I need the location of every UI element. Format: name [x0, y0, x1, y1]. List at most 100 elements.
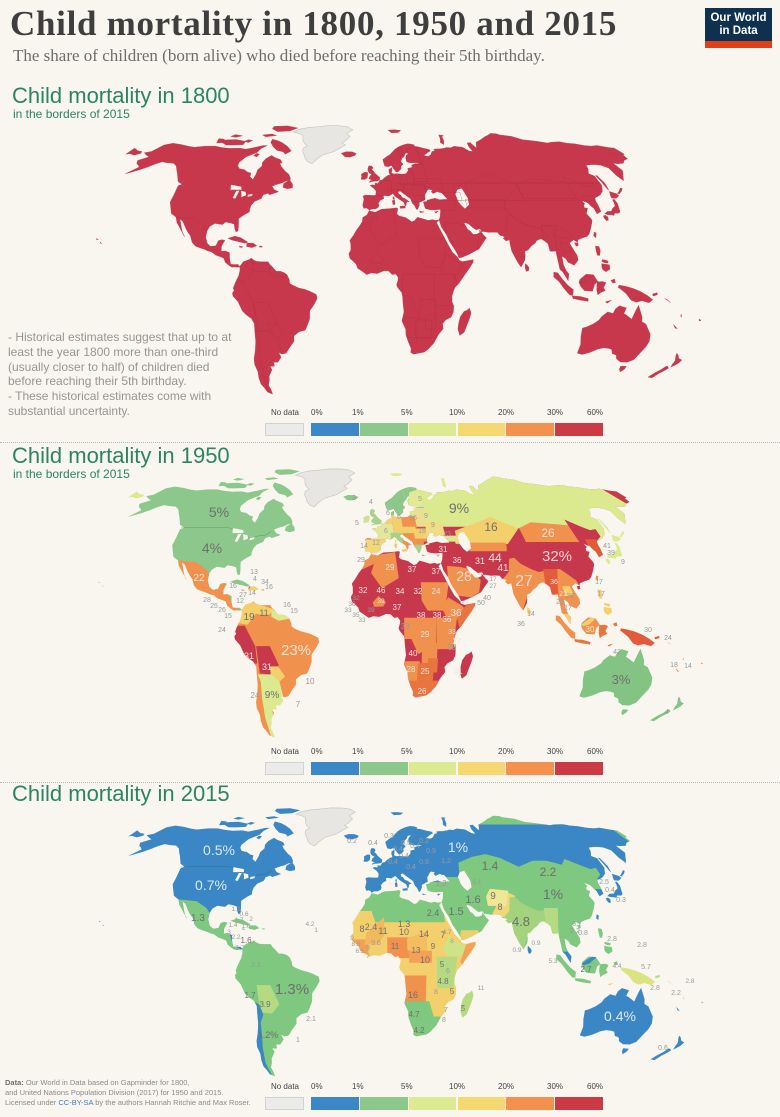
svg-text:4.2: 4.2 [305, 921, 314, 928]
svg-text:34: 34 [396, 587, 405, 596]
svg-text:26: 26 [418, 687, 427, 696]
svg-text:29: 29 [357, 557, 365, 564]
svg-text:3: 3 [227, 929, 231, 936]
svg-text:39: 39 [448, 643, 457, 652]
svg-text:8: 8 [442, 1017, 446, 1024]
svg-text:26: 26 [218, 607, 226, 614]
svg-text:1.3: 1.3 [435, 879, 447, 888]
svg-text:33: 33 [358, 617, 366, 624]
svg-text:10: 10 [420, 955, 430, 965]
svg-text:27: 27 [453, 637, 462, 646]
svg-text:16: 16 [265, 584, 273, 591]
svg-text:0.5: 0.5 [401, 840, 411, 847]
svg-text:17: 17 [597, 591, 605, 598]
svg-text:14: 14 [527, 611, 535, 618]
svg-text:1.6: 1.6 [240, 936, 252, 945]
svg-text:2.2: 2.2 [570, 928, 580, 935]
svg-text:28: 28 [203, 597, 211, 604]
svg-text:18: 18 [670, 662, 678, 669]
svg-text:24: 24 [218, 627, 226, 634]
svg-text:32: 32 [352, 595, 360, 602]
svg-text:32: 32 [359, 586, 368, 595]
svg-text:3.9: 3.9 [259, 1000, 271, 1009]
svg-text:36: 36 [517, 621, 525, 628]
svg-text:31: 31 [262, 662, 272, 672]
svg-text:9: 9 [424, 513, 428, 520]
svg-text:36: 36 [450, 608, 462, 619]
svg-text:11: 11 [478, 985, 485, 992]
svg-text:33: 33 [448, 629, 456, 636]
svg-text:4: 4 [665, 709, 669, 716]
svg-text:7: 7 [444, 1007, 448, 1014]
svg-text:17: 17 [489, 576, 497, 583]
svg-text:32: 32 [414, 587, 423, 596]
svg-text:8: 8 [359, 924, 364, 934]
svg-text:9%: 9% [449, 500, 469, 516]
svg-text:5: 5 [355, 520, 359, 527]
svg-text:32%: 32% [542, 548, 572, 565]
svg-text:14: 14 [684, 663, 692, 670]
svg-text:13: 13 [250, 569, 258, 576]
svg-text:31: 31 [244, 651, 254, 661]
svg-text:5.3: 5.3 [548, 958, 557, 965]
svg-text:5: 5 [461, 1006, 465, 1013]
svg-text:2.5: 2.5 [599, 879, 609, 886]
svg-text:37: 37 [393, 603, 402, 612]
svg-text:24: 24 [251, 691, 260, 700]
svg-text:16: 16 [229, 583, 237, 590]
svg-text:13: 13 [412, 946, 421, 955]
svg-text:27: 27 [515, 573, 533, 590]
svg-text:1.3%: 1.3% [275, 981, 309, 998]
svg-text:39: 39 [607, 550, 615, 557]
svg-text:16: 16 [484, 520, 498, 534]
svg-text:15: 15 [224, 613, 232, 620]
svg-text:5: 5 [461, 1004, 466, 1013]
svg-text:0.9: 0.9 [419, 859, 429, 866]
svg-text:1.2%: 1.2% [258, 1030, 279, 1040]
svg-text:17: 17 [564, 605, 572, 612]
svg-text:8.5: 8.5 [351, 941, 360, 948]
svg-text:14: 14 [419, 929, 429, 939]
svg-text:2.4: 2.4 [365, 922, 378, 932]
svg-text:40: 40 [483, 595, 491, 602]
svg-text:12: 12 [236, 598, 244, 605]
svg-text:24: 24 [432, 587, 441, 596]
svg-text:0.6: 0.6 [239, 911, 248, 918]
svg-text:6: 6 [384, 528, 388, 535]
svg-text:4: 4 [253, 576, 257, 583]
svg-text:0.4: 0.4 [406, 864, 416, 871]
svg-text:0.4: 0.4 [605, 887, 615, 894]
svg-text:16: 16 [408, 990, 418, 1000]
svg-text:37: 37 [408, 565, 417, 574]
svg-text:0.3: 0.3 [616, 897, 626, 904]
svg-text:41: 41 [603, 543, 611, 550]
svg-text:1: 1 [314, 927, 318, 934]
svg-text:1.4: 1.4 [228, 922, 237, 929]
svg-text:27: 27 [239, 592, 247, 599]
svg-text:2.2: 2.2 [671, 990, 681, 997]
svg-text:37: 37 [432, 567, 441, 576]
svg-text:2.4: 2.4 [427, 908, 440, 918]
svg-text:30: 30 [644, 627, 652, 634]
svg-text:0.3: 0.3 [384, 833, 394, 840]
svg-text:0.6: 0.6 [658, 1045, 668, 1052]
svg-text:31: 31 [439, 545, 448, 554]
svg-text:14: 14 [360, 543, 368, 550]
svg-text:0.4: 0.4 [368, 840, 378, 847]
svg-text:11: 11 [378, 926, 387, 936]
svg-text:39: 39 [377, 598, 385, 605]
svg-text:1.6: 1.6 [241, 923, 250, 930]
svg-text:6.7: 6.7 [572, 921, 582, 928]
svg-text:28: 28 [407, 665, 416, 674]
svg-text:0.5%: 0.5% [203, 842, 235, 858]
svg-text:2.2: 2.2 [231, 934, 240, 941]
svg-text:1%: 1% [543, 886, 563, 902]
svg-text:23%: 23% [281, 642, 311, 659]
svg-text:11: 11 [391, 942, 400, 951]
svg-text:1.3: 1.3 [398, 919, 411, 929]
svg-text:36: 36 [443, 615, 452, 624]
svg-text:5.1: 5.1 [472, 879, 481, 886]
svg-text:1.5: 1.5 [448, 906, 463, 918]
svg-text:5%: 5% [209, 504, 229, 520]
svg-text:14: 14 [248, 590, 256, 597]
